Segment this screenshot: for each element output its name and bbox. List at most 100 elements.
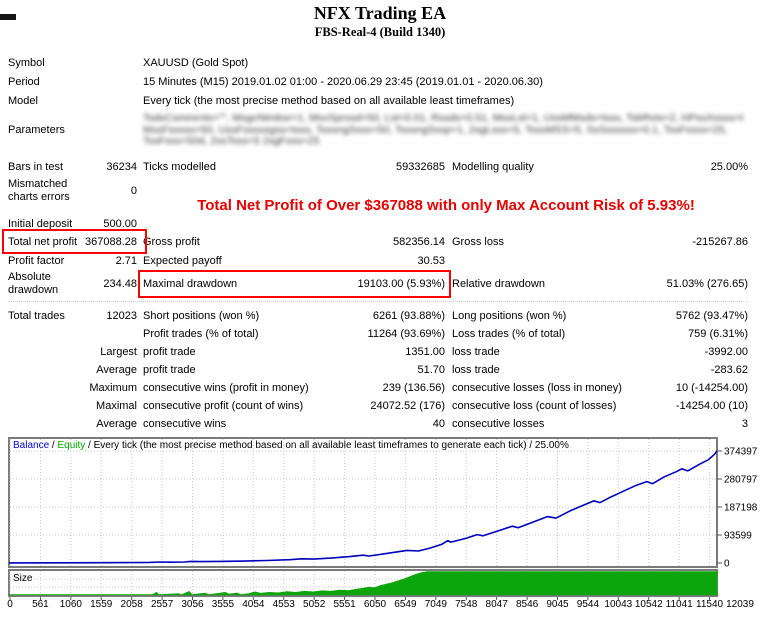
legend-segment: / bbox=[49, 440, 57, 451]
profit-loss-trades-stat-label-c3: Profit trades (% of total) bbox=[143, 327, 259, 340]
maximal-consecutive-stat-value-c2: Maximal bbox=[96, 399, 137, 412]
stats-row-average-trades: Average profit trade 51.70 loss trade -283.6… bbox=[0, 362, 756, 378]
report-title: NFX Trading EA bbox=[313, 3, 447, 23]
parameters-blur-line: TssFsss=50d, 2ssTsss=5 2sgFsss=25 bbox=[143, 136, 320, 147]
largest-trades-stat-value-c2: Largest bbox=[100, 345, 137, 358]
parameters-label: Parameters bbox=[8, 124, 65, 136]
stats-row-largest-trades: Largest profit trade 1351.00 loss trade -399… bbox=[0, 344, 756, 360]
stats-row-total-net-profit: Total net profit 367088.28 Gross profit 582… bbox=[0, 229, 756, 254]
total-trades-stat-label-c3: Short positions (won %) bbox=[143, 309, 260, 322]
maximum-consecutive-stat-label-c3: consecutive wins (profit in money) bbox=[143, 381, 309, 394]
legend-segment: / Every tick (the most precise method ba… bbox=[85, 440, 569, 451]
total-net-profit-stat-value-c6: -215267.86 bbox=[692, 235, 748, 248]
maximal-consecutive-stat-value-c6: -14254.00 (10) bbox=[675, 399, 748, 412]
size-panel-label: Size bbox=[13, 573, 33, 584]
average-consecutive-stat-value-c2: Average bbox=[96, 417, 137, 430]
mismatched-charts-errors-stat-label-c1: Mismatched charts errors bbox=[8, 178, 70, 203]
maximal-consecutive-stat-label-c5: consecutive loss (count of losses) bbox=[452, 399, 617, 412]
stats-row-initial-deposit: Initial deposit 500.00 bbox=[0, 216, 756, 232]
drawdown-stat-value-c2: 234.48 bbox=[103, 277, 137, 290]
maximum-consecutive-stat-value-c2: Maximum bbox=[89, 381, 137, 394]
average-consecutive-stat-value-c4: 40 bbox=[432, 417, 445, 430]
mismatched-charts-errors-stat-value-c2: 0 bbox=[130, 184, 137, 197]
average-trades-stat-label-c3: profit trade bbox=[143, 363, 196, 376]
stats-row-bars-in-test: Bars in test 36234 Ticks modelled 59332685 M… bbox=[0, 159, 756, 175]
info-row-period: Period 15 Minutes (M15) 2019.01.02 01:00… bbox=[0, 74, 756, 90]
x-axis-label: 1060 bbox=[60, 599, 83, 610]
model-label: Model bbox=[8, 94, 38, 107]
balance-curve bbox=[8, 450, 718, 564]
total-trades-stat-value-c2: 12023 bbox=[106, 309, 137, 322]
x-axis-label: 2058 bbox=[121, 599, 144, 610]
stats-row-maximal-consecutive: Maximal consecutive profit (count of wins… bbox=[0, 398, 756, 414]
parameters-blur-line: TsdeCsmmrnts="", MsgcNtmbsr=1, MsxSprssd… bbox=[143, 113, 743, 124]
profit-loss-trades-stat-label-c5: Loss trades (% of total) bbox=[452, 327, 566, 340]
x-axis-label: 0 bbox=[7, 599, 13, 610]
bars-in-test-stat-label-c5: Modelling quality bbox=[452, 160, 534, 173]
x-axis-label: 5551 bbox=[333, 599, 356, 610]
total-trades-stat-value-c6: 5762 (93.47%) bbox=[675, 309, 748, 322]
average-trades-stat-value-c6: -283.62 bbox=[710, 363, 748, 376]
y-axis-label: 374397 bbox=[724, 447, 758, 458]
chart-axes: 0 561 1060 1559 2058 2557 3056 3555 4054 4553 5052… bbox=[7, 447, 758, 611]
total-net-profit-stat-label-c5: Gross loss bbox=[452, 235, 504, 248]
total-trades-stat-label-c1: Total trades bbox=[8, 309, 65, 322]
bars-in-test-stat-value-c2: 36234 bbox=[106, 160, 137, 173]
total-net-profit-stat-label-c3: Gross profit bbox=[143, 235, 200, 248]
drawdown-stat-value-c6: 51.03% (276.65) bbox=[666, 277, 748, 290]
initial-deposit-stat-value-c2: 500.00 bbox=[103, 217, 137, 230]
maximum-consecutive-stat-value-c4: 239 (136.56) bbox=[382, 381, 445, 394]
x-axis-label: 10043 bbox=[604, 599, 632, 610]
x-axis-label: 7049 bbox=[425, 599, 448, 610]
x-axis-label: 12039 bbox=[726, 599, 754, 610]
report-subtitle: FBS-Real-4 (Build 1340) bbox=[314, 25, 446, 39]
average-trades-stat-label-c5: loss trade bbox=[452, 363, 500, 376]
balance-plot-frame bbox=[8, 437, 718, 568]
x-axis-label: 11540 bbox=[696, 599, 724, 610]
total-net-profit-stat-label-c1: Total net profit bbox=[8, 235, 78, 248]
stats-row-drawdown: Absolute drawdown 234.48 Maximal drawdown 1… bbox=[0, 270, 756, 298]
stats-row-profit-loss-trades: Profit trades (% of total) 11264 (93.69%)… bbox=[0, 326, 756, 342]
drawdown-stat-label-c1: Absolute drawdown bbox=[8, 271, 59, 296]
x-axis-label: 11041 bbox=[666, 599, 694, 610]
bars-in-test-stat-value-c4: 59332685 bbox=[396, 160, 445, 173]
lot-size-area bbox=[9, 571, 718, 596]
total-trades-stat-label-c5: Long positions (won %) bbox=[452, 309, 567, 322]
stats-row-mismatched-charts-errors: Mismatched charts errors 0 bbox=[0, 178, 756, 204]
x-axis-label: 7548 bbox=[455, 599, 478, 610]
x-axis-label: 5052 bbox=[303, 599, 326, 610]
stats-row-total-trades: Total trades 12023 Short positions (won %)… bbox=[0, 308, 756, 324]
maximum-consecutive-stat-label-c5: consecutive losses (loss in money) bbox=[452, 381, 622, 394]
largest-trades-stat-label-c5: loss trade bbox=[452, 345, 500, 358]
balance-chart: Balance / Equity / Every tick (the most … bbox=[7, 437, 758, 611]
x-axis-label: 10542 bbox=[635, 599, 663, 610]
y-axis-label: 0 bbox=[724, 559, 730, 570]
initial-deposit-stat-label-c1: Initial deposit bbox=[8, 217, 73, 230]
profit-factor-stat-label-c3: Expected payoff bbox=[143, 254, 222, 267]
section-divider bbox=[8, 301, 748, 302]
x-axis-label: 3056 bbox=[181, 599, 204, 610]
model-value: Every tick (the most precise method base… bbox=[143, 94, 515, 107]
average-consecutive-stat-label-c3: consecutive wins bbox=[143, 417, 227, 430]
maximal-consecutive-stat-label-c3: consecutive profit (count of wins) bbox=[143, 399, 304, 412]
total-net-profit-stat-value-c4: 582356.14 bbox=[393, 235, 445, 248]
average-trades-stat-value-c4: 51.70 bbox=[417, 363, 445, 376]
period-label: Period bbox=[8, 75, 40, 88]
average-trades-stat-value-c2: Average bbox=[96, 363, 137, 376]
profit-factor-stat-value-c2: 2.71 bbox=[115, 254, 137, 267]
info-row-parameters: Parameters TsdeCsmmrnts="", MsgcNtmbsr=1… bbox=[0, 113, 756, 148]
x-axis-label: 9544 bbox=[577, 599, 600, 610]
x-axis-label: 561 bbox=[32, 599, 49, 610]
x-axis-label: 6050 bbox=[364, 599, 387, 610]
stats-row-average-consecutive: Average consecutive wins 40 consecutive los… bbox=[0, 416, 756, 432]
drawdown-stat-label-c3: Maximal drawdown bbox=[143, 277, 238, 290]
largest-trades-stat-label-c3: profit trade bbox=[143, 345, 196, 358]
period-value: 15 Minutes (M15) 2019.01.02 01:00 - 2020… bbox=[143, 75, 543, 88]
stats-row-maximum-consecutive: Maximum consecutive wins (profit in money… bbox=[0, 380, 756, 396]
total-trades-stat-value-c4: 6261 (93.88%) bbox=[372, 309, 445, 322]
x-axis-label: 9045 bbox=[546, 599, 569, 610]
x-axis-label: 8546 bbox=[516, 599, 539, 610]
legend-segment: Equity bbox=[57, 440, 85, 451]
profit-factor-stat-value-c4: 30.53 bbox=[417, 254, 445, 267]
symbol-label: Symbol bbox=[8, 56, 45, 69]
